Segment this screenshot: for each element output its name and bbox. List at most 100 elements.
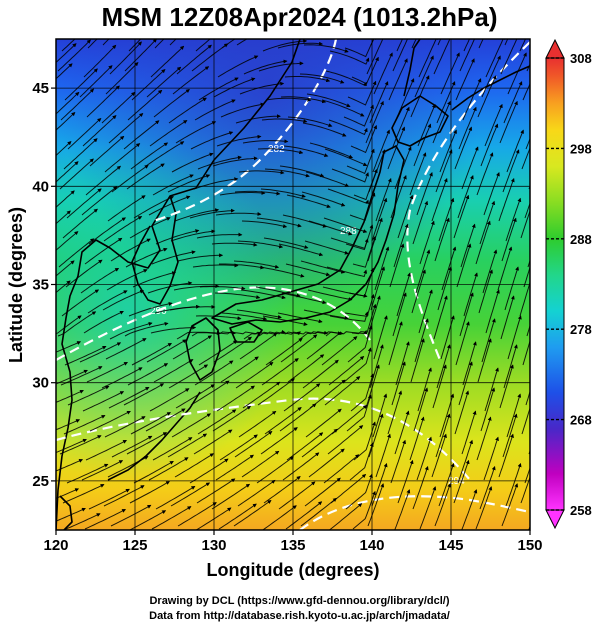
streamline: [371, 462, 388, 507]
streamline: [107, 195, 146, 222]
streamline: [151, 506, 192, 530]
credit-data: Data from http://database.rish.kyoto-u.a…: [149, 610, 450, 622]
streamline: [368, 149, 386, 193]
streamline: [111, 435, 153, 458]
streamline: [171, 413, 211, 438]
streamline: [107, 456, 149, 478]
streamline: [193, 429, 233, 455]
streamline: [79, 65, 113, 98]
streamline: [480, 123, 499, 167]
streamline: [435, 413, 451, 458]
streamline: [458, 106, 477, 150]
contour-label-290: 290: [150, 306, 167, 317]
streamline: [389, 243, 405, 288]
streamline: [328, 355, 365, 386]
streamline: [526, 323, 530, 337]
streamline: [215, 454, 254, 481]
streamline: [352, 235, 376, 268]
streamline: [387, 126, 406, 170]
colorbar-tick-label-268: 268: [570, 413, 592, 428]
streamline: [167, 433, 208, 458]
streamline: [235, 114, 281, 124]
streamline: [413, 387, 429, 432]
streamline: [211, 242, 258, 247]
streamline: [391, 361, 406, 406]
streamline: [59, 435, 102, 455]
streamline: [64, 345, 107, 366]
streamline: [60, 366, 103, 386]
streamline: [412, 465, 429, 510]
streamline: [82, 391, 125, 412]
streamline: [457, 175, 474, 219]
streamline: [375, 177, 392, 222]
streamline: [195, 507, 232, 530]
streamline: [211, 483, 251, 510]
streamline: [484, 103, 503, 147]
streamline: [419, 220, 435, 265]
streamline: [133, 196, 175, 219]
streamline: [309, 379, 346, 409]
streamline: [242, 139, 289, 144]
streamline: [417, 103, 436, 147]
streamline: [499, 364, 514, 409]
streamline: [81, 186, 118, 216]
streamline: [256, 217, 302, 228]
streamline: [306, 93, 351, 108]
streamline: [56, 231, 79, 251]
sakhalin-coastline: [403, 39, 421, 97]
streamline: [191, 330, 236, 337]
streamline: [85, 439, 128, 461]
streamline: [57, 311, 97, 337]
streamline: [175, 121, 217, 144]
streamline: [454, 390, 470, 435]
streamline: [57, 39, 91, 72]
streamline: [308, 220, 353, 236]
streamline: [264, 168, 310, 178]
streamline: [453, 459, 470, 504]
streamline: [394, 410, 410, 455]
streamline: [197, 409, 237, 435]
streamline: [63, 138, 98, 170]
streamline: [103, 485, 145, 507]
streamline: [110, 238, 151, 262]
streamline: [284, 76, 331, 83]
streamline: [279, 165, 325, 178]
y-tick-label-40: 40: [32, 178, 49, 195]
streamline: [56, 280, 71, 294]
streamline: [66, 188, 102, 219]
streamline: [375, 433, 391, 478]
streamline: [497, 246, 513, 291]
streamline: [366, 39, 384, 75]
streamline: [477, 338, 492, 383]
streamline: [502, 149, 520, 193]
streamline: [148, 457, 189, 481]
streamline: [261, 118, 308, 124]
streamline: [370, 266, 386, 311]
streamline: [220, 102, 265, 118]
streamline: [519, 39, 526, 52]
streamline: [456, 243, 472, 288]
streamline: [431, 433, 447, 478]
streamline: [89, 135, 125, 167]
streamline: [242, 381, 281, 409]
streamline: [85, 165, 122, 196]
colorbar-tick-label-288: 288: [570, 232, 592, 247]
streamline: [302, 122, 347, 137]
streamline: [255, 286, 301, 298]
streamline: [501, 217, 517, 262]
streamline: [500, 295, 515, 340]
y-tick-label-45: 45: [32, 80, 49, 97]
streamline: [350, 373, 375, 412]
streamline: [56, 507, 86, 522]
streamline: [145, 141, 185, 167]
streamline: [463, 39, 470, 52]
map-plot-area: 282 288 290 294: [56, 39, 530, 530]
streamline: [459, 39, 476, 72]
colorbar-tick-label-308: 308: [570, 51, 592, 66]
streamline: [418, 39, 438, 78]
streamline: [132, 271, 177, 288]
streamline: [453, 194, 470, 239]
streamline: [476, 152, 494, 196]
streamline: [212, 405, 252, 432]
streamline: [109, 321, 153, 340]
